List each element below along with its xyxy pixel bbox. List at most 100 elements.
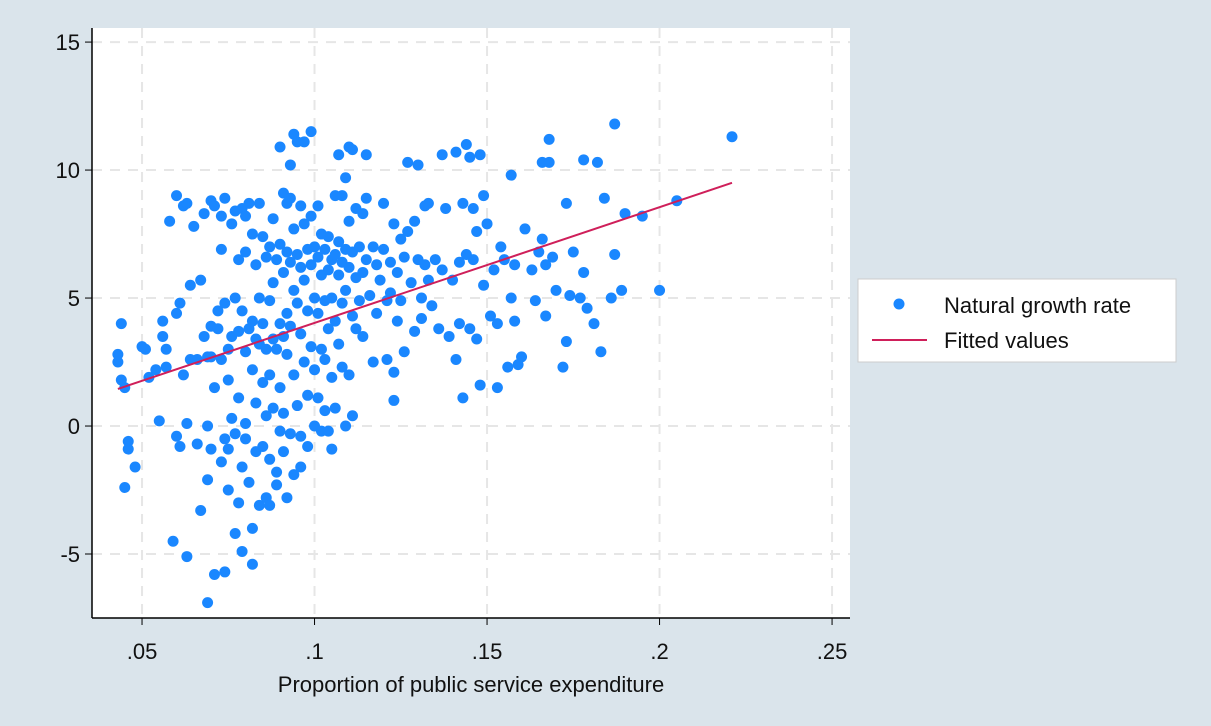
scatter-point [419, 259, 431, 271]
scatter-point [215, 243, 227, 255]
scatter-point [212, 305, 224, 317]
scatter-point [471, 333, 483, 345]
scatter-point [340, 420, 352, 432]
scatter-point [264, 453, 276, 465]
y-tick-label: 10 [56, 158, 80, 183]
scatter-point [309, 241, 321, 253]
scatter-point [333, 236, 345, 248]
scatter-point [112, 356, 124, 368]
x-tick-label: .05 [127, 639, 158, 664]
scatter-point [567, 246, 579, 258]
scatter-point [378, 243, 390, 255]
scatter-point [333, 338, 345, 350]
scatter-point [619, 208, 631, 220]
scatter-point [122, 435, 134, 447]
scatter-point [312, 251, 324, 263]
scatter-point [215, 210, 227, 222]
scatter-point [388, 366, 400, 378]
scatter-point [229, 528, 241, 540]
y-tick-label: 15 [56, 30, 80, 55]
scatter-point [164, 215, 176, 227]
scatter-point [322, 264, 334, 276]
scatter-point [264, 241, 276, 253]
scatter-point [384, 256, 396, 268]
scatter-point [346, 310, 358, 322]
scatter-point [302, 305, 314, 317]
scatter-point [560, 197, 572, 209]
y-tick-label: 5 [68, 286, 80, 311]
scatter-point [250, 397, 262, 409]
scatter-point [543, 133, 555, 145]
scatter-point [233, 254, 245, 266]
scatter-point [360, 254, 372, 266]
scatter-point [388, 394, 400, 406]
scatter-point [560, 336, 572, 348]
scatter-point [388, 218, 400, 230]
scatter-point [519, 223, 531, 235]
scatter-point [288, 469, 300, 481]
scatter-point [488, 264, 500, 276]
scatter-point [502, 361, 514, 373]
scatter-point [202, 597, 214, 609]
scatter-point [395, 233, 407, 245]
scatter-point [588, 318, 600, 330]
scatter-point [436, 149, 448, 161]
scatter-point [274, 425, 286, 437]
legend-label-scatter: Natural growth rate [944, 293, 1131, 318]
scatter-point [415, 292, 427, 304]
scatter-point [139, 343, 151, 355]
scatter-point [609, 249, 621, 261]
scatter-point [219, 433, 231, 445]
scatter-point [219, 566, 231, 578]
scatter-point [322, 323, 334, 335]
scatter-point [274, 318, 286, 330]
scatter-point [246, 364, 258, 376]
scatter-point [474, 149, 486, 161]
scatter-point [350, 323, 362, 335]
scatter-point [302, 441, 314, 453]
scatter-point [315, 343, 327, 355]
scatter-point [505, 292, 517, 304]
scatter-point [260, 410, 272, 422]
scatter-point [271, 343, 283, 355]
scatter-point [129, 461, 141, 473]
scatter-point [312, 307, 324, 319]
scatter-point [119, 481, 131, 493]
scatter-point [260, 343, 272, 355]
scatter-point [177, 369, 189, 381]
scatter-point [495, 241, 507, 253]
scatter-point [215, 353, 227, 365]
scatter-point [171, 190, 183, 202]
scatter-point [374, 274, 386, 286]
scatter-point [260, 251, 272, 263]
scatter-point [233, 392, 245, 404]
scatter-point [405, 277, 417, 289]
scatter-point [516, 351, 528, 363]
scatter-point [429, 254, 441, 266]
scatter-point [412, 159, 424, 171]
scatter-point [398, 346, 410, 358]
scatter-point [564, 289, 576, 301]
scatter-point [181, 417, 193, 429]
scatter-point [436, 264, 448, 276]
scatter-point [236, 545, 248, 557]
scatter-point [654, 284, 666, 296]
scatter-point [616, 284, 628, 296]
scatter-point [305, 210, 317, 222]
scatter-point [595, 346, 607, 358]
scatter-point [122, 443, 134, 455]
scatter-point [305, 341, 317, 353]
scatter-point [353, 295, 365, 307]
scatter-point [409, 325, 421, 337]
scatter-point [281, 348, 293, 360]
scatter-point [271, 479, 283, 491]
scatter-point [253, 292, 265, 304]
scatter-point [160, 361, 172, 373]
scatter-point [240, 433, 252, 445]
scatter-point [333, 149, 345, 161]
scatter-point [450, 353, 462, 365]
scatter-point [336, 361, 348, 373]
scatter-point [243, 197, 255, 209]
scatter-point [243, 476, 255, 488]
